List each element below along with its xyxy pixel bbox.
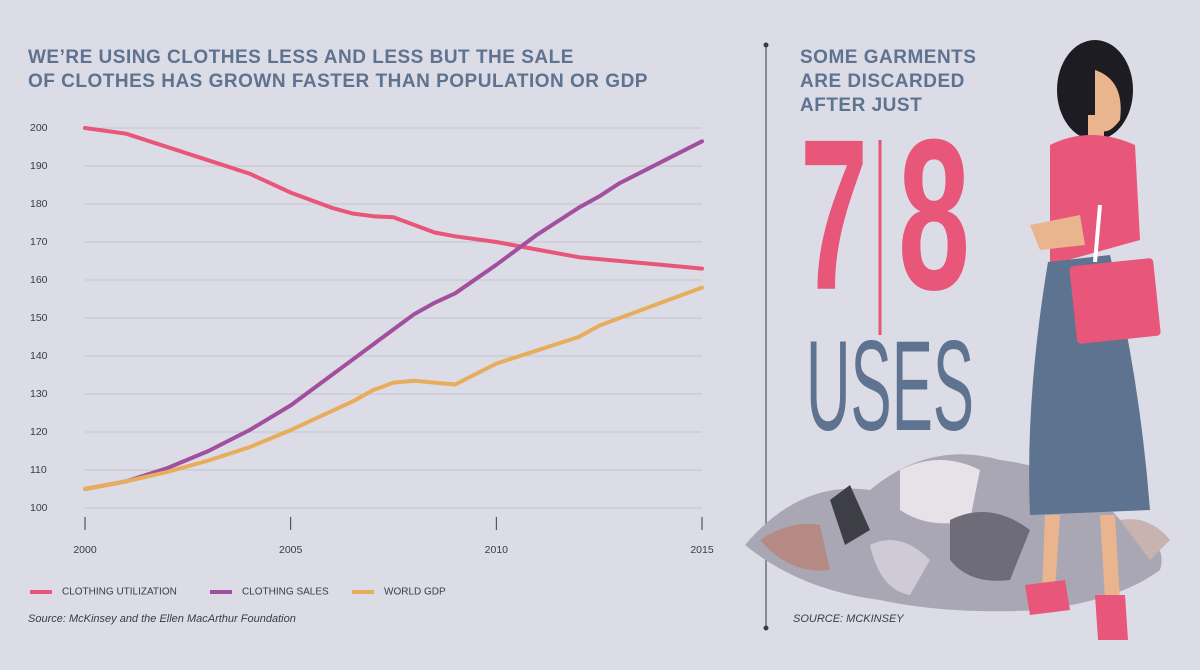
woman-illustration	[1025, 40, 1161, 640]
y-tick-label: 140	[30, 350, 48, 362]
sidebar-heading: AFTER JUST	[800, 95, 922, 116]
x-tick-label: 2010	[485, 544, 509, 556]
y-tick-label: 200	[30, 122, 48, 134]
y-tick-label: 130	[30, 388, 48, 400]
legend-label: CLOTHING SALES	[242, 587, 329, 598]
y-tick-label: 190	[30, 160, 48, 172]
unit: USES	[806, 315, 974, 458]
divider-dot	[763, 42, 769, 48]
source: Source: McKinsey and the Ellen MacArthur…	[28, 613, 296, 625]
chart-title: WE’RE USING CLOTHES LESS AND LESS BUT TH…	[28, 47, 574, 68]
clothes-pile	[745, 454, 1170, 612]
y-tick-label: 110	[30, 464, 47, 476]
x-tick-label: 2005	[279, 544, 303, 556]
sidebar-heading: ARE DISCARDED	[800, 71, 965, 92]
x-tick-label: 2000	[73, 544, 97, 556]
sidebar-heading: SOME GARMENTS	[800, 47, 976, 68]
series-line	[83, 139, 704, 491]
big-number: 8	[898, 94, 970, 335]
y-tick-label: 170	[30, 236, 48, 248]
legend-label: CLOTHING UTILIZATION	[62, 587, 177, 598]
y-tick-label: 150	[30, 312, 48, 324]
y-tick-label: 100	[30, 502, 48, 514]
legend-label: WORLD GDP	[384, 587, 446, 598]
y-tick-label: 160	[30, 274, 48, 286]
divider-dot	[763, 625, 769, 631]
series-line	[83, 285, 704, 491]
y-tick-label: 180	[30, 198, 48, 210]
chart-title: OF CLOTHES HAS GROWN FASTER THAN POPULAT…	[28, 71, 648, 92]
sidebar-source: SOURCE: MCKINSEY	[793, 613, 904, 625]
series-line	[83, 126, 704, 271]
y-tick-label: 120	[30, 426, 48, 438]
x-tick-label: 2015	[690, 544, 714, 556]
big-number: 7	[800, 94, 868, 335]
